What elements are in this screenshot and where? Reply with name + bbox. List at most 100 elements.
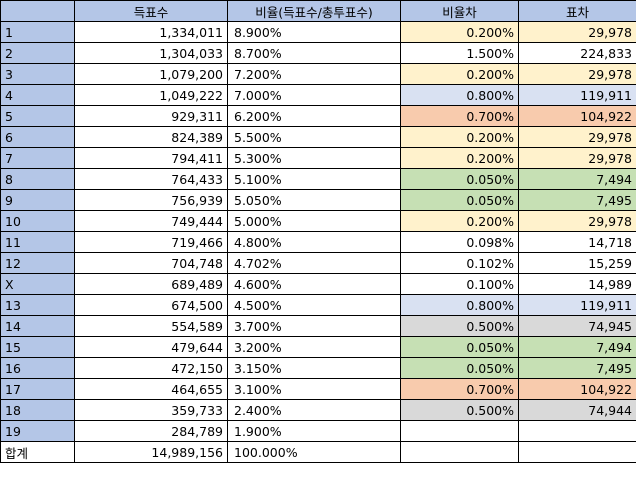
ratio-diff-cell: 1.500%	[400, 42, 519, 64]
votes-cell: 764,433	[74, 168, 228, 190]
header-ratio: 비율(득표수/총투표수)	[227, 0, 401, 22]
vote-gap-cell: 7,495	[518, 189, 636, 211]
vote-gap-cell: 29,978	[518, 21, 636, 43]
vote-gap-cell: 119,911	[518, 294, 636, 316]
vote-gap-cell: 29,978	[518, 126, 636, 148]
ratio-cell: 4.600%	[227, 273, 401, 295]
table-row: 12 704,748 4.702% 0.102% 15,259	[0, 252, 636, 274]
ratio-diff-cell: 0.500%	[400, 399, 519, 421]
vote-gap-cell: 224,833	[518, 42, 636, 64]
ratio-diff-cell: 0.200%	[400, 210, 519, 232]
ratio-cell: 7.200%	[227, 63, 401, 85]
ratio-diff-cell: 0.050%	[400, 336, 519, 358]
votes-cell: 1,304,033	[74, 42, 228, 64]
ratio-diff-cell: 0.700%	[400, 378, 519, 400]
ratio-cell: 4.800%	[227, 231, 401, 253]
ratio-cell: 3.100%	[227, 378, 401, 400]
table-row: 13 674,500 4.500% 0.800% 119,911	[0, 294, 636, 316]
ratio-cell: 6.200%	[227, 105, 401, 127]
vote-gap-cell: 104,922	[518, 105, 636, 127]
table-row: 6 824,389 5.500% 0.200% 29,978	[0, 126, 636, 148]
votes-cell: 689,489	[74, 273, 228, 295]
vote-gap-cell: 74,944	[518, 399, 636, 421]
vote-gap-cell: 7,494	[518, 336, 636, 358]
row-label-cell: 15	[0, 336, 75, 358]
votes-cell: 472,150	[74, 357, 228, 379]
ratio-cell: 7.000%	[227, 84, 401, 106]
header-row: 득표수 비율(득표수/총투표수) 비율차 표차	[0, 0, 636, 22]
ratio-cell: 2.400%	[227, 399, 401, 421]
row-label-cell: 4	[0, 84, 75, 106]
row-label-cell: 1	[0, 21, 75, 43]
ratio-cell: 8.900%	[227, 21, 401, 43]
votes-cell: 719,466	[74, 231, 228, 253]
votes-cell: 1,079,200	[74, 63, 228, 85]
votes-cell: 674,500	[74, 294, 228, 316]
row-label-cell: 8	[0, 168, 75, 190]
row-label-cell: 2	[0, 42, 75, 64]
row-label-cell: 3	[0, 63, 75, 85]
row-label-cell: 18	[0, 399, 75, 421]
row-label-cell: 10	[0, 210, 75, 232]
header-corner	[0, 0, 75, 22]
ratio-diff-cell: 0.800%	[400, 294, 519, 316]
ratio-diff-cell: 0.100%	[400, 273, 519, 295]
votes-cell: 794,411	[74, 147, 228, 169]
ratio-diff-cell: 0.500%	[400, 315, 519, 337]
table-row: 18 359,733 2.400% 0.500% 74,944	[0, 399, 636, 421]
table-row: 11 719,466 4.800% 0.098% 14,718	[0, 231, 636, 253]
vote-gap-cell	[518, 420, 636, 442]
table-row: 1 1,334,011 8.900% 0.200% 29,978	[0, 21, 636, 43]
total-diff-cell	[400, 441, 519, 463]
votes-cell: 824,389	[74, 126, 228, 148]
row-label-cell: 5	[0, 105, 75, 127]
ratio-cell: 5.500%	[227, 126, 401, 148]
votes-cell: 1,334,011	[74, 21, 228, 43]
votes-cell: 756,939	[74, 189, 228, 211]
ratio-diff-cell: 0.050%	[400, 189, 519, 211]
total-row: 합계 14,989,156 100.000%	[0, 441, 636, 463]
ratio-diff-cell: 0.098%	[400, 231, 519, 253]
table-row: 7 794,411 5.300% 0.200% 29,978	[0, 147, 636, 169]
votes-cell: 464,655	[74, 378, 228, 400]
row-label-cell: 11	[0, 231, 75, 253]
ratio-cell: 3.700%	[227, 315, 401, 337]
ratio-diff-cell: 0.050%	[400, 357, 519, 379]
table-row: 5 929,311 6.200% 0.700% 104,922	[0, 105, 636, 127]
ratio-diff-cell: 0.200%	[400, 21, 519, 43]
vote-gap-cell: 7,495	[518, 357, 636, 379]
vote-gap-cell: 14,718	[518, 231, 636, 253]
ratio-diff-cell: 0.200%	[400, 63, 519, 85]
header-ratio-diff: 비율차	[400, 0, 519, 22]
votes-cell: 554,589	[74, 315, 228, 337]
ratio-cell: 5.000%	[227, 210, 401, 232]
ratio-cell: 5.050%	[227, 189, 401, 211]
ratio-cell: 3.150%	[227, 357, 401, 379]
vote-gap-cell: 29,978	[518, 147, 636, 169]
vote-gap-cell: 119,911	[518, 84, 636, 106]
ratio-cell: 1.900%	[227, 420, 401, 442]
row-label-cell: 16	[0, 357, 75, 379]
header-votes: 득표수	[74, 0, 228, 22]
table-row: 8 764,433 5.100% 0.050% 7,494	[0, 168, 636, 190]
table-row: 9 756,939 5.050% 0.050% 7,495	[0, 189, 636, 211]
table-row: 4 1,049,222 7.000% 0.800% 119,911	[0, 84, 636, 106]
total-label-cell: 합계	[0, 441, 75, 463]
table-body: 1 1,334,011 8.900% 0.200% 29,978 2 1,304,033 8.…	[0, 21, 636, 463]
vote-gap-cell: 14,989	[518, 273, 636, 295]
votes-cell: 749,444	[74, 210, 228, 232]
ratio-diff-cell: 0.800%	[400, 84, 519, 106]
table-row: 2 1,304,033 8.700% 1.500% 224,833	[0, 42, 636, 64]
votes-cell: 479,644	[74, 336, 228, 358]
table-row: 3 1,079,200 7.200% 0.200% 29,978	[0, 63, 636, 85]
ratio-cell: 3.200%	[227, 336, 401, 358]
table-row: 17 464,655 3.100% 0.700% 104,922	[0, 378, 636, 400]
table-row: 14 554,589 3.700% 0.500% 74,945	[0, 315, 636, 337]
ratio-cell: 5.100%	[227, 168, 401, 190]
ratio-diff-cell: 0.200%	[400, 147, 519, 169]
row-label-cell: 7	[0, 147, 75, 169]
row-label-cell: X	[0, 273, 75, 295]
votes-cell: 359,733	[74, 399, 228, 421]
vote-gap-cell: 74,945	[518, 315, 636, 337]
total-votes-cell: 14,989,156	[74, 441, 228, 463]
